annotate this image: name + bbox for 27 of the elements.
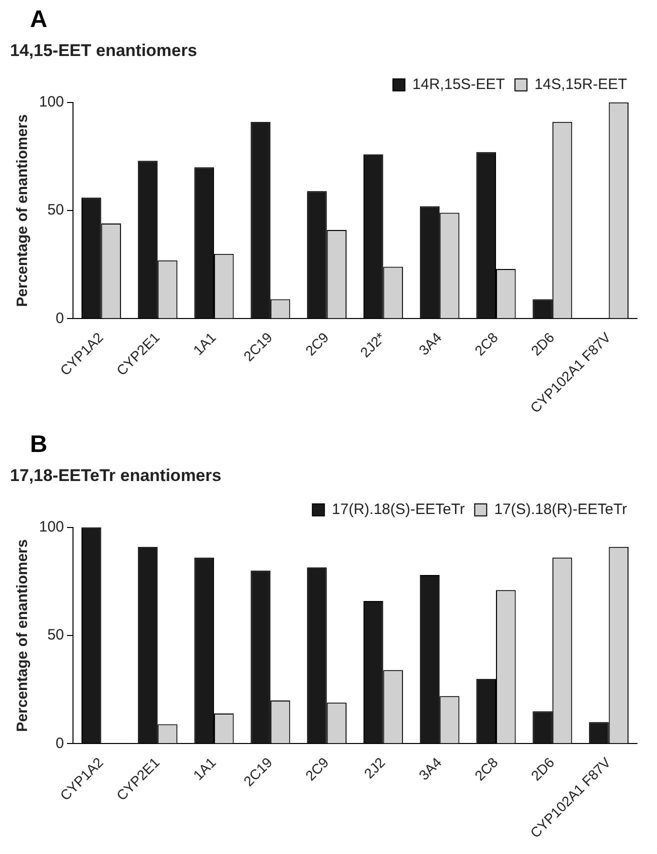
chart-title: 14,15-EET enantiomers [10, 40, 198, 60]
x-tick-label: 1A1 [190, 754, 220, 784]
chart-title: 17,18-EETeTr enantiomers [10, 466, 222, 485]
x-tick-label: 3A4 [416, 329, 445, 358]
y-tick-label: 50 [47, 202, 64, 219]
x-tick-label: 2C9 [302, 329, 332, 359]
y-tick-label: 100 [38, 94, 64, 111]
y-tick-label: 100 [38, 518, 64, 536]
legend-label: 14S,15R-EET [534, 76, 628, 94]
x-tick-label: 2D6 [528, 329, 558, 359]
x-tick-label: 1A1 [190, 329, 220, 358]
x-tick-label: 2J2 [360, 754, 388, 782]
y-tick-label: 0 [56, 734, 64, 752]
legend-label: 17(R).18(S)-EETeTr [332, 501, 465, 518]
y-tick-label: 50 [47, 626, 64, 644]
legend-label: 14R,15S-EET [412, 76, 505, 94]
text: A [30, 6, 48, 34]
y-axis-title: Percentage of enantiomers [14, 114, 32, 307]
x-tick-label: 2D6 [528, 754, 558, 784]
legend-label: 17(S).18(R)-EETeTr [494, 501, 628, 518]
y-axis-title: Percentage of enantiomers [14, 539, 32, 732]
text: B [30, 431, 48, 459]
x-tick-label: 2C8 [471, 754, 502, 784]
x-tick-label: 2C8 [471, 329, 502, 359]
x-tick-label: 3A4 [416, 754, 445, 784]
x-tick-label: 2C9 [302, 754, 332, 784]
y-tick-label: 0 [56, 310, 64, 327]
